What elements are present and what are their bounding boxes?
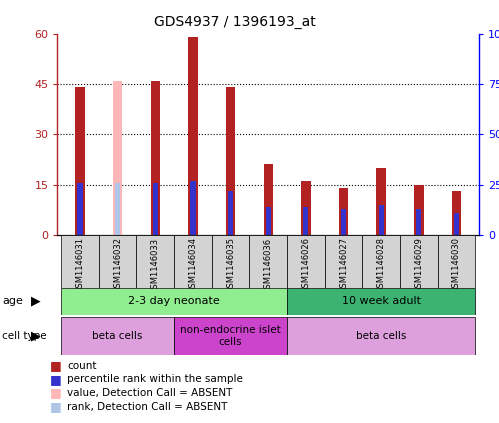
Bar bbox=[339, 188, 348, 235]
Text: ■: ■ bbox=[50, 373, 62, 386]
Bar bbox=[362, 235, 400, 288]
Text: 2-3 day neonate: 2-3 day neonate bbox=[128, 297, 220, 306]
Bar bbox=[265, 206, 271, 235]
Text: ■: ■ bbox=[50, 387, 62, 399]
Bar bbox=[61, 235, 99, 288]
Bar bbox=[263, 165, 273, 235]
Bar bbox=[77, 183, 82, 235]
Bar bbox=[61, 288, 287, 315]
Bar bbox=[228, 190, 233, 235]
Text: value, Detection Call = ABSENT: value, Detection Call = ABSENT bbox=[67, 388, 233, 398]
Bar bbox=[414, 184, 424, 235]
Text: GSM1146026: GSM1146026 bbox=[301, 237, 310, 294]
Text: GSM1146030: GSM1146030 bbox=[452, 237, 461, 294]
Text: rank, Detection Call = ABSENT: rank, Detection Call = ABSENT bbox=[67, 401, 228, 412]
Text: ▶: ▶ bbox=[31, 295, 40, 308]
Bar bbox=[287, 317, 475, 355]
Bar bbox=[416, 209, 421, 235]
Text: age: age bbox=[2, 297, 23, 306]
Bar bbox=[452, 191, 461, 235]
Bar bbox=[174, 317, 287, 355]
Bar bbox=[287, 235, 325, 288]
Bar bbox=[115, 183, 120, 235]
Bar bbox=[113, 81, 122, 235]
Text: GSM1146036: GSM1146036 bbox=[263, 237, 273, 294]
Bar bbox=[190, 181, 196, 235]
Text: non-endocrine islet
cells: non-endocrine islet cells bbox=[180, 325, 281, 347]
Text: GSM1146027: GSM1146027 bbox=[339, 237, 348, 294]
Text: GSM1146033: GSM1146033 bbox=[151, 237, 160, 294]
Bar bbox=[61, 317, 174, 355]
Text: cell type: cell type bbox=[2, 331, 47, 341]
Text: ■: ■ bbox=[50, 400, 62, 413]
Bar bbox=[376, 168, 386, 235]
Text: GSM1146034: GSM1146034 bbox=[189, 237, 198, 294]
Bar bbox=[188, 37, 198, 235]
Bar bbox=[151, 81, 160, 235]
Bar bbox=[153, 183, 158, 235]
Text: ▶: ▶ bbox=[31, 330, 40, 343]
Bar bbox=[136, 235, 174, 288]
Text: beta cells: beta cells bbox=[356, 331, 406, 341]
Bar bbox=[226, 88, 235, 235]
Text: GSM1146031: GSM1146031 bbox=[75, 237, 84, 294]
Bar bbox=[75, 88, 85, 235]
Text: percentile rank within the sample: percentile rank within the sample bbox=[67, 374, 243, 385]
Bar bbox=[341, 209, 346, 235]
Bar bbox=[400, 235, 438, 288]
Text: ■: ■ bbox=[50, 360, 62, 372]
Bar bbox=[287, 288, 475, 315]
Text: 10 week adult: 10 week adult bbox=[342, 297, 421, 306]
Text: beta cells: beta cells bbox=[92, 331, 143, 341]
Bar bbox=[301, 181, 310, 235]
Bar bbox=[174, 235, 212, 288]
Text: GSM1146028: GSM1146028 bbox=[377, 237, 386, 294]
Bar bbox=[438, 235, 475, 288]
Text: GDS4937 / 1396193_at: GDS4937 / 1396193_at bbox=[154, 15, 315, 29]
Bar bbox=[454, 213, 459, 235]
Text: GSM1146032: GSM1146032 bbox=[113, 237, 122, 294]
Bar bbox=[325, 235, 362, 288]
Text: GSM1146035: GSM1146035 bbox=[226, 237, 235, 294]
Bar bbox=[99, 235, 136, 288]
Bar bbox=[303, 206, 308, 235]
Text: GSM1146029: GSM1146029 bbox=[414, 237, 423, 293]
Bar bbox=[379, 205, 384, 235]
Bar bbox=[250, 235, 287, 288]
Text: count: count bbox=[67, 361, 97, 371]
Bar bbox=[212, 235, 250, 288]
